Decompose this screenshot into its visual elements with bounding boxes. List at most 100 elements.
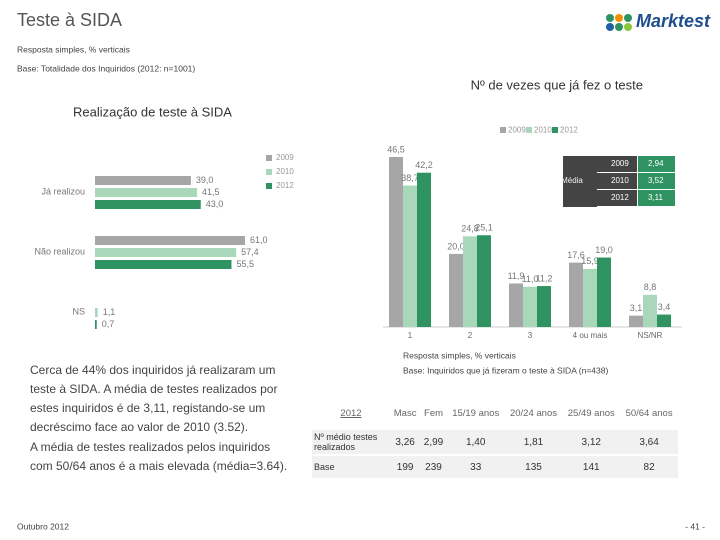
- chart-note: Resposta simples, % verticais: [403, 350, 516, 360]
- table-cell: Nº médio testes realizados: [312, 428, 390, 455]
- average-text: 2009: [611, 159, 629, 168]
- bar: [643, 294, 657, 327]
- value-label: 15,9: [581, 256, 599, 266]
- bar: [403, 185, 417, 327]
- bar: [95, 176, 191, 185]
- legend-label: 2009: [508, 126, 526, 135]
- average-cell: [638, 173, 675, 189]
- legend-label: 2010: [534, 126, 552, 135]
- table-cell: Base: [312, 454, 390, 478]
- table-row: Base 199 239 33 135 141 82: [312, 454, 678, 478]
- bar: [95, 200, 201, 209]
- bar: [95, 260, 232, 269]
- table-header-cell: 50/64 anos: [625, 407, 673, 419]
- legend-swatch: [552, 127, 558, 133]
- value-label: 61,0: [250, 235, 268, 245]
- table-header-cell: 15/19 anos: [452, 407, 500, 419]
- table-cell: 3,26: [390, 428, 421, 455]
- value-label: 11,2: [536, 273, 553, 283]
- average-cell: [597, 190, 637, 206]
- bar: [463, 236, 477, 327]
- bar: [95, 248, 237, 257]
- bar: [389, 157, 403, 327]
- table-header-row: 2012 Masc Fem 15/19 anos 20/24 anos 25/49 ano…: [312, 398, 678, 429]
- x-tick-label: 2: [468, 331, 473, 340]
- logo-mark: [606, 14, 632, 31]
- bar: [629, 315, 643, 327]
- chart-title: Realização de teste à SIDA: [73, 104, 232, 119]
- base-note: Base: Totalidade dos Inquiridos (2012: n…: [17, 63, 195, 73]
- value-label: 1,1: [103, 307, 116, 317]
- legend-label: 2010: [276, 167, 294, 176]
- bar: [537, 286, 551, 327]
- page-number: - 41 -: [685, 521, 705, 531]
- subtitle: Resposta simples, % verticais: [17, 44, 130, 54]
- x-tick-label: 3: [528, 331, 533, 340]
- legend-label: 2012: [276, 181, 294, 190]
- bar: [95, 320, 97, 329]
- bar: [583, 268, 597, 327]
- value-label: 46,5: [387, 144, 405, 154]
- value-label: 57,4: [241, 247, 259, 257]
- data-table: 2012 Masc Fem 15/19 anos 20/24 anos 25/49 ano…: [312, 398, 678, 478]
- value-label: 42,2: [415, 160, 433, 170]
- value-label: 39,0: [196, 175, 214, 185]
- average-text: 3,11: [648, 193, 664, 202]
- table-cell: 33: [446, 454, 505, 478]
- logo: Marktest: [636, 11, 711, 31]
- average-cell: [597, 156, 637, 172]
- average-label: Média: [561, 176, 583, 185]
- average-header: [563, 156, 597, 207]
- average-text: 2012: [611, 193, 629, 202]
- average-cell: [638, 156, 675, 172]
- value-label: 3,1: [630, 303, 643, 313]
- bar: [95, 308, 98, 317]
- value-label: 19,0: [595, 245, 613, 255]
- average-cell: [638, 190, 675, 206]
- value-label: 11,0: [522, 274, 539, 284]
- category-label: Não realizou: [34, 246, 85, 256]
- x-tick-label: 4 ou mais: [573, 331, 608, 340]
- slide-title: Teste à SIDA: [17, 10, 122, 30]
- legend-swatch: [500, 127, 506, 133]
- value-label: 38,7: [401, 173, 419, 183]
- value-label: 0,7: [102, 319, 115, 329]
- legend-swatch: [266, 169, 272, 175]
- legend-swatch: [526, 127, 532, 133]
- value-label: 8,8: [644, 282, 657, 292]
- table-cell: 3,12: [562, 428, 621, 455]
- chart-base: Base: Inquiridos que já fizeram o teste …: [403, 365, 608, 375]
- bar: [597, 257, 611, 327]
- paragraph: A média de testes realizados pelos inqui…: [30, 440, 288, 473]
- bar: [477, 235, 491, 327]
- value-label: 11,9: [508, 271, 525, 281]
- bar: [657, 314, 671, 327]
- category-label: Já realizou: [41, 186, 85, 196]
- average-text: 2010: [611, 176, 629, 185]
- bar: [417, 172, 431, 327]
- average-text: 3,52: [648, 176, 664, 185]
- chart-title: Nº de vezes que já fez o teste: [471, 77, 643, 92]
- bar: [95, 236, 245, 245]
- value-label: 25,1: [475, 223, 493, 233]
- value-label: 41,5: [202, 187, 220, 197]
- table-header-cell: 20/24 anos: [509, 407, 557, 419]
- legend-swatch: [266, 183, 272, 189]
- average-cell: [597, 173, 637, 189]
- paragraph: Cerca de 44% dos inquiridos já realizara…: [30, 363, 278, 434]
- footer: Outubro 2012: [17, 521, 69, 531]
- table-cell: 1,40: [446, 428, 505, 455]
- legend-label: 2012: [560, 126, 578, 135]
- table-cell: 3,64: [620, 428, 678, 455]
- value-label: 24,8: [461, 224, 479, 234]
- table-cell: 135: [504, 454, 563, 478]
- table-header-cell: 2012: [312, 398, 390, 429]
- legend-label: 2009: [276, 153, 294, 162]
- table-header-cell: 25/49 anos: [567, 407, 615, 419]
- category-label: NS: [72, 306, 85, 316]
- x-tick-label: NS/NR: [638, 331, 663, 340]
- table-cell: 82: [620, 454, 678, 478]
- value-label: 55,5: [236, 259, 254, 269]
